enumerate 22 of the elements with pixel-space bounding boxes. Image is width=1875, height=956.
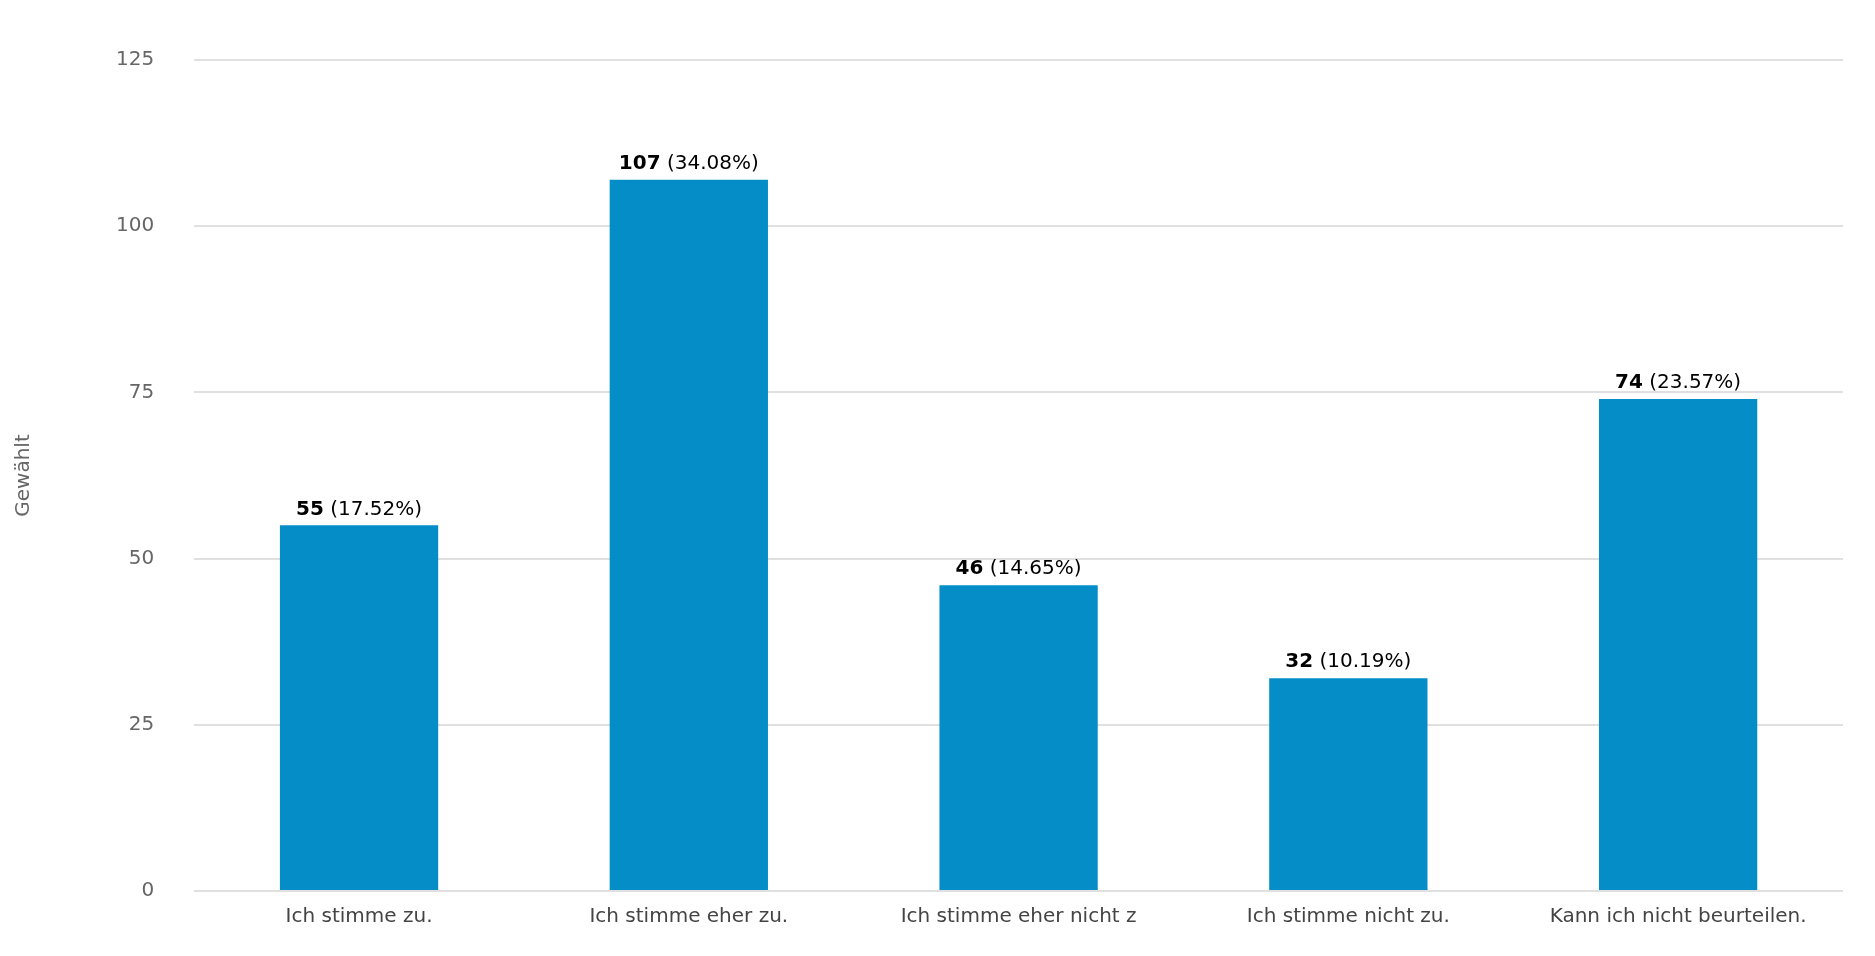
- data-label: 74 (23.57%): [1615, 369, 1742, 394]
- y-tick-label: 50: [128, 544, 155, 569]
- bar: [1269, 678, 1428, 890]
- y-tick-label: 125: [115, 46, 155, 71]
- x-tick-label: Kann ich nicht beurteilen.: [1549, 903, 1807, 928]
- bar: [609, 179, 768, 890]
- data-label: 107 (34.08%): [618, 149, 759, 174]
- data-label: 32 (10.19%): [1285, 648, 1412, 673]
- data-label: 46 (14.65%): [955, 555, 1082, 580]
- y-axis-title: Gewählt: [10, 434, 35, 517]
- data-label: 55 (17.52%): [296, 495, 423, 520]
- y-tick-label: 0: [141, 877, 155, 902]
- bar: [1598, 399, 1758, 890]
- bar: [939, 585, 1098, 890]
- y-tick-label: 75: [128, 378, 155, 403]
- y-tick-label: 25: [128, 711, 155, 735]
- bar: [279, 525, 439, 890]
- x-tick-label: Ich stimme zu.: [285, 903, 433, 928]
- x-tick-label: Ich stimme nicht zu.: [1246, 903, 1450, 928]
- y-tick-label: 100: [115, 212, 155, 237]
- x-tick-label: Ich stimme eher nicht z: [900, 903, 1137, 928]
- x-tick-label: Ich stimme eher zu.: [589, 903, 789, 928]
